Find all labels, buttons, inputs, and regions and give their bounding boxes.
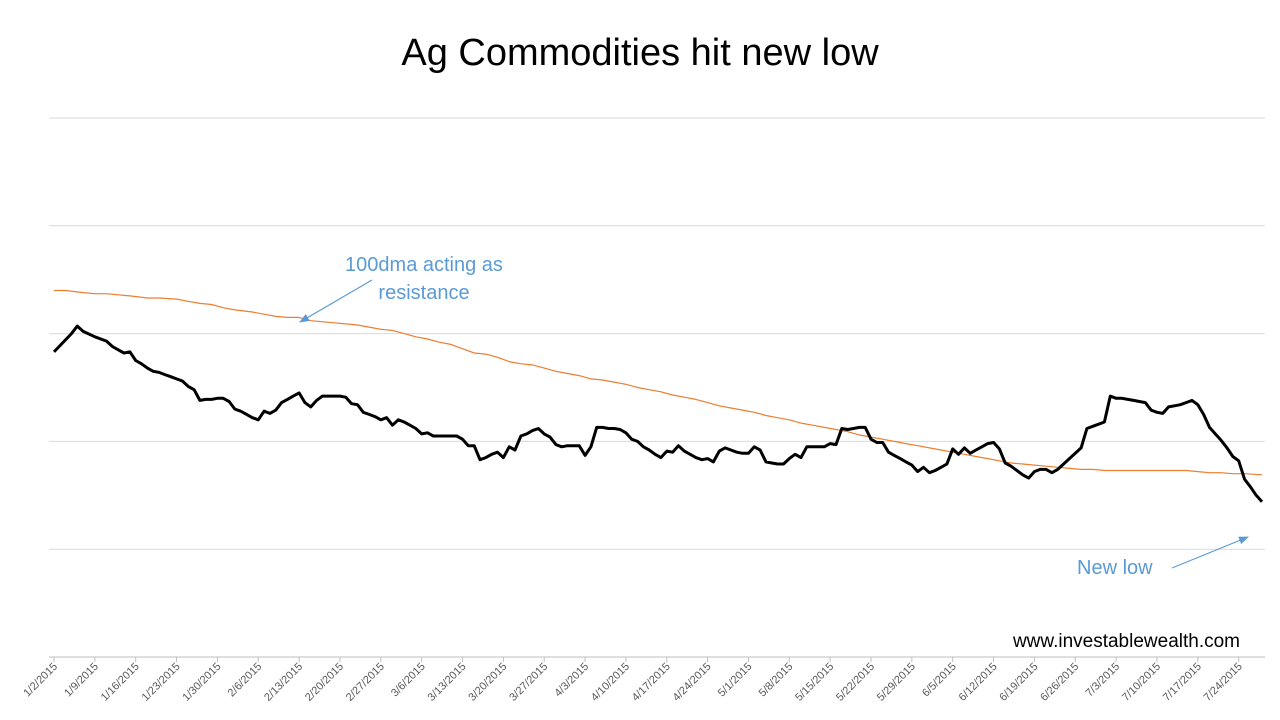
x-tick-label: 7/10/2015 [1120,661,1163,704]
annotation-100dma-arrow [299,279,373,323]
x-axis-ticks: 1/2/2015 1/9/20151/16/20151/23/20151/30/2… [21,657,1245,704]
annotation-new-low-arrow [1171,536,1249,569]
chart-title: Ag Commodities hit new low [401,32,879,74]
x-tick-label: 6/12/2015 [957,661,1000,704]
series-line-ag-commodities [52,324,1264,503]
x-tick-label: 1/30/2015 [180,661,223,704]
x-tick-label: 6/26/2015 [1038,661,1081,704]
x-tick-label: 1/2/2015 [21,661,60,700]
gridlines [49,117,1265,550]
x-tick-label: 7/24/2015 [1202,661,1245,704]
x-tick-label: 1/9/2015 [62,661,101,700]
series-group [52,289,1264,503]
x-tick-label: 3/27/2015 [507,661,550,704]
x-tick-label: 2/27/2015 [344,661,387,704]
series-line-100dma [54,289,1263,476]
x-tick-label: 5/29/2015 [875,661,918,704]
x-tick-label: 4/24/2015 [671,661,714,704]
x-tick-label: 5/8/2015 [757,661,796,700]
x-tick-label: 2/20/2015 [303,661,346,704]
x-tick-label: 2/6/2015 [226,661,265,700]
annotation-100dma-line-2: resistance [378,282,469,304]
x-tick-label: 4/17/2015 [630,661,673,704]
x-tick-label: 6/5/2015 [920,661,959,700]
x-tick-label: 7/3/2015 [1083,661,1122,700]
x-tick-label: 3/6/2015 [389,661,428,700]
x-tick-label: 2/13/2015 [262,661,305,704]
x-tick-label: 5/15/2015 [793,661,836,704]
x-tick-label: 6/19/2015 [997,661,1040,704]
annotation-100dma-line-1: 100dma acting as [345,254,503,276]
x-tick-label: 1/23/2015 [140,661,183,704]
x-tick-label: 1/16/2015 [99,661,142,704]
watermark: www.investablewealth.com [1012,631,1240,652]
x-tick-label: 7/17/2015 [1161,661,1204,704]
annotation-new-low: New low [1077,557,1153,579]
x-tick-label: 3/13/2015 [426,661,469,704]
x-tick-label: 3/20/2015 [466,661,509,704]
x-tick-label: 4/10/2015 [589,661,632,704]
x-tick-label: 5/1/2015 [716,661,755,700]
x-tick-label: 5/22/2015 [834,661,877,704]
x-tick-label: 4/3/2015 [552,661,591,700]
